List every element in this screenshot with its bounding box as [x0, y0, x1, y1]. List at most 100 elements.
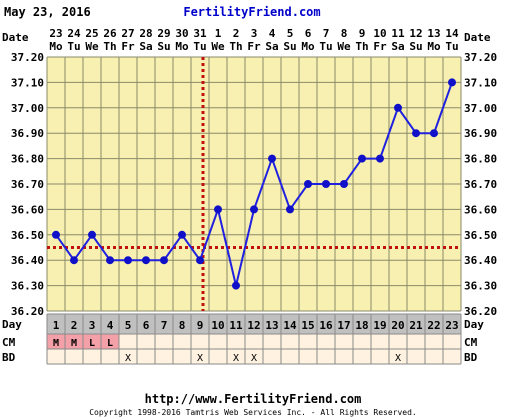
date-label: 5: [287, 27, 294, 40]
date-row-label: Date: [2, 31, 29, 44]
temperature-point: [376, 154, 384, 163]
date-label: 12: [409, 27, 422, 40]
date-label: 23: [49, 27, 62, 40]
weekday-label: Fr: [247, 40, 261, 53]
weekday-label: Su: [283, 40, 296, 53]
bd-marker: X: [233, 353, 239, 364]
cm-value: M: [71, 338, 77, 349]
weekday-label: Mo: [175, 40, 189, 53]
y-tick-label-right: 36.50: [464, 229, 497, 242]
temperature-point: [358, 154, 366, 163]
bd-row-label-right: BD: [464, 351, 478, 364]
cycle-day-label: 20: [391, 319, 404, 332]
cycle-day-label: 9: [197, 319, 204, 332]
weekday-label: Fr: [121, 40, 135, 53]
date-label: 10: [373, 27, 386, 40]
y-tick-label-right: 36.90: [464, 127, 497, 140]
date-row-label-right: Date: [464, 31, 491, 44]
temperature-point: [412, 129, 420, 138]
footer-copyright: Copyright 1998-2016 Tamtris Web Services…: [89, 408, 417, 417]
date-label: 9: [359, 27, 366, 40]
temperature-point: [250, 205, 258, 214]
bd-row-label: BD: [2, 351, 16, 364]
y-tick-label-left: 36.90: [11, 127, 44, 140]
cycle-day-label: 3: [89, 319, 96, 332]
date-label: 8: [341, 27, 348, 40]
temperature-point: [70, 256, 78, 265]
weekday-label: Th: [103, 40, 116, 53]
y-tick-label-right: 36.80: [464, 153, 497, 166]
cycle-day-label: 23: [445, 319, 458, 332]
temperature-point: [430, 129, 438, 138]
date-label: 6: [305, 27, 312, 40]
weekday-label: Su: [157, 40, 170, 53]
date-label: 14: [445, 27, 459, 40]
cycle-day-label: 10: [211, 319, 224, 332]
date-label: 29: [157, 27, 170, 40]
weekday-label: Sa: [265, 40, 278, 53]
footer-url-link[interactable]: http://www.FertilityFriend.com: [145, 392, 362, 406]
cm-row-label: CM: [2, 336, 16, 349]
y-tick-label-left: 36.50: [11, 229, 44, 242]
temperature-point: [268, 154, 276, 163]
cycle-day-label: 17: [337, 319, 350, 332]
temperature-point: [142, 256, 150, 265]
cm-cell-highlight: [101, 334, 119, 349]
y-tick-label-left: 37.20: [11, 51, 44, 64]
cycle-day-label: 15: [301, 319, 314, 332]
date-label: 2: [233, 27, 240, 40]
date-label: 26: [103, 27, 117, 40]
cycle-day-label: 1: [53, 319, 60, 332]
date-label: 7: [323, 27, 330, 40]
weekday-label: We: [85, 40, 99, 53]
y-tick-label-right: 36.60: [464, 203, 497, 216]
y-tick-label-right: 37.00: [464, 102, 497, 115]
cycle-day-label: 18: [355, 319, 368, 332]
date-label: 30: [175, 27, 188, 40]
weekday-label: Tu: [319, 40, 332, 53]
temperature-point: [106, 256, 114, 265]
chart-date: May 23, 2016: [4, 5, 91, 19]
cycle-day-label: 12: [247, 319, 260, 332]
cycle-day-label: 14: [283, 319, 297, 332]
date-label: 4: [269, 27, 276, 40]
day-row-label: Day: [2, 318, 22, 331]
y-tick-label-right: 36.20: [464, 305, 497, 318]
date-label: 25: [85, 27, 98, 40]
cm-value: L: [107, 338, 113, 349]
cycle-day-label: 4: [107, 319, 114, 332]
y-tick-label-right: 36.70: [464, 178, 497, 191]
cm-value: L: [89, 338, 95, 349]
weekday-label: Sa: [139, 40, 152, 53]
temperature-point: [178, 230, 186, 239]
y-tick-label-left: 36.40: [11, 254, 44, 267]
site-name-link[interactable]: FertilityFriend.com: [183, 5, 320, 19]
weekday-label: Fr: [373, 40, 387, 53]
cycle-day-label: 21: [409, 319, 423, 332]
cycle-day-label: 13: [265, 319, 278, 332]
y-tick-label-right: 36.30: [464, 280, 497, 293]
temperature-point: [52, 230, 60, 239]
day-row-label-right: Day: [464, 318, 484, 331]
weekday-label: Tu: [445, 40, 458, 53]
weekday-label: Tu: [67, 40, 80, 53]
axis-labels: 36.20 36.20 36.30 36.30 36.40 36.40 36.50 36.50…: [2, 27, 497, 318]
y-tick-label-left: 37.10: [11, 76, 44, 89]
bd-marker: X: [395, 353, 401, 364]
temperature-point: [232, 281, 240, 290]
cm-row-bg: [47, 334, 461, 349]
cycle-day-label: 8: [179, 319, 186, 332]
temperature-series: [52, 78, 456, 290]
y-tick-label-left: 37.00: [11, 102, 44, 115]
bd-row-bg: [47, 349, 461, 364]
y-tick-label-left: 36.20: [11, 305, 44, 318]
weekday-label: Sa: [391, 40, 404, 53]
date-label: 1: [215, 27, 222, 40]
date-label: 11: [391, 27, 405, 40]
y-tick-label-left: 36.70: [11, 178, 44, 191]
cycle-day-label: 5: [125, 319, 132, 332]
cycle-day-label: 2: [71, 319, 78, 332]
weekday-label: We: [337, 40, 351, 53]
